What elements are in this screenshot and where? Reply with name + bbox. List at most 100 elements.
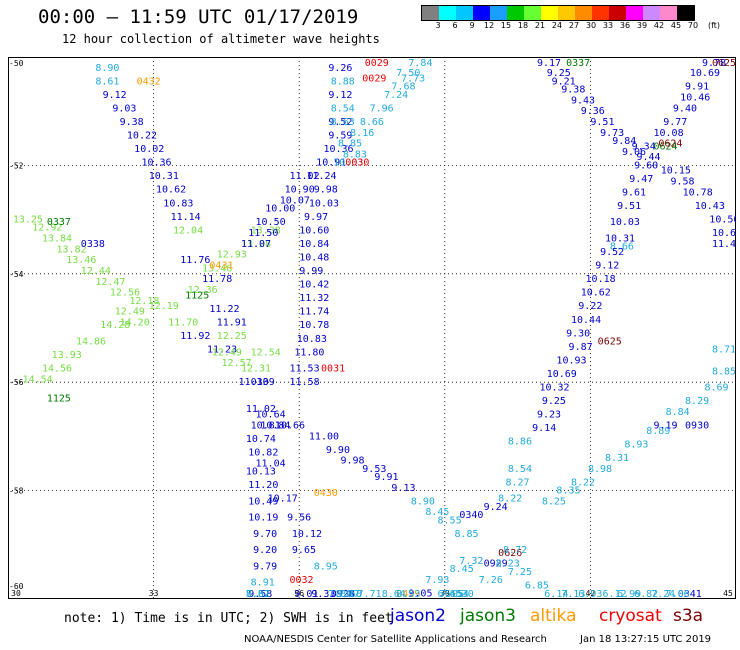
wave-height-label: 9.17 — [537, 58, 561, 69]
wave-height-label: 11.80 — [294, 347, 324, 358]
wave-height-label: 11.92 — [180, 331, 210, 342]
wave-height-label: 10.69 — [547, 369, 577, 380]
wave-height-label: 10.91 — [316, 158, 346, 169]
wave-height-label: 9.03 — [112, 103, 136, 114]
wave-height-label: 7.24 — [651, 589, 675, 599]
colorbar-label: 36 — [619, 21, 631, 30]
wave-height-label: 7.26 — [479, 575, 503, 586]
x-tick-label: 30 — [11, 589, 21, 598]
wave-height-label: 8.31 — [605, 453, 629, 464]
wave-height-label: 9.87 — [569, 342, 593, 353]
wave-height-label: 9.60 — [634, 160, 658, 171]
colorbar-label: 24 — [551, 21, 563, 30]
wave-height-label: 12.25 — [217, 331, 247, 342]
wave-height-label: 11.78 — [202, 274, 232, 285]
wave-height-label: 12.57 — [222, 358, 252, 369]
wave-height-label: 8.63 — [331, 117, 355, 128]
wave-height-label: 12.56 — [110, 288, 140, 299]
x-tick-label: 45 — [723, 589, 733, 598]
y-tick-label: -50 — [9, 59, 24, 68]
wave-height-label: 9.12 — [103, 90, 127, 101]
colorbar-label: 45 — [670, 21, 682, 30]
wave-height-label: 7.25 — [508, 567, 532, 578]
wave-height-label: 9.26 — [328, 63, 352, 74]
wave-height-label: 10.64 — [256, 410, 286, 421]
wave-height-label: 10.81 — [251, 420, 281, 431]
wave-height-label: 14.28 — [100, 320, 130, 331]
wave-height-label: 7.71 — [357, 589, 381, 599]
wave-height-label: 9.91 — [374, 472, 398, 483]
wave-height-label: 12.54 — [251, 347, 281, 358]
wave-height-label: 8.16 — [350, 128, 374, 139]
wave-height-label: 9.53 — [362, 464, 386, 475]
wave-height-label: 10.48 — [299, 252, 329, 263]
wave-height-label: 8.29 — [685, 396, 709, 407]
wave-height-label: 9.40 — [673, 103, 697, 114]
colorbar-label: 39 — [636, 21, 648, 30]
wave-height-label: 8.27 — [505, 477, 529, 488]
colorbar-label: 12 — [483, 21, 495, 30]
colorbar-swatch — [660, 6, 677, 20]
wave-height-label: 8.90 — [95, 63, 119, 74]
wave-height-label: 13.25 — [13, 215, 43, 226]
wave-height-label: 11.02 — [246, 404, 276, 415]
colorbar-labels: 3 6 9 12 15 18 21 24 27 30 33 36 39 42 45 70 (ft) — [421, 21, 740, 33]
map-title: 00:00 – 11:59 UTC 01/17/2019 — [38, 6, 359, 28]
wave-height-label: 12.19 — [149, 301, 179, 312]
wave-height-label: 9.98 — [314, 185, 338, 196]
wave-height-label: 10.13 — [246, 467, 276, 478]
colorbar-label: 6 — [452, 21, 458, 30]
wave-height-label: 8.84 — [666, 407, 690, 418]
colorbar-label: 42 — [653, 21, 665, 30]
wave-height-label: 8.90 — [411, 496, 435, 507]
wave-height-label: 8.45 — [450, 564, 474, 575]
wave-height-label: 9.20 — [253, 545, 277, 556]
x-tick-label: 42 — [586, 589, 596, 598]
wave-height-label: 11.04 — [256, 458, 286, 469]
wave-height-label: 9.58 — [670, 177, 694, 188]
wave-height-label: 10.50 — [709, 215, 736, 226]
colorbar-swatch — [558, 6, 575, 20]
wave-height-label: 13.93 — [52, 350, 82, 361]
colorbar-swatch — [541, 6, 558, 20]
legend-s3a: s3a — [673, 606, 704, 626]
wave-height-label: 10.50 — [256, 217, 286, 228]
wave-height-label: 10.78 — [299, 320, 329, 331]
wave-height-label: 7.24 — [384, 90, 408, 101]
colorbar-label: 18 — [517, 21, 529, 30]
colorbar-swatch — [524, 6, 541, 20]
wave-height-label: 9.56 — [287, 513, 311, 524]
colorbar-label: 15 — [500, 21, 512, 30]
wave-height-label: 13.46 — [66, 255, 96, 266]
wave-height-label: 14.56 — [42, 364, 72, 375]
wave-height-label: 0928 — [331, 589, 355, 599]
wave-height-label: 10.19 — [248, 513, 278, 524]
wave-height-label: 12.47 — [95, 277, 125, 288]
wave-height-label: 9.01 — [294, 589, 318, 599]
wave-height-label: 6.99 — [617, 589, 641, 599]
wave-height-label: 8.45 — [425, 507, 449, 518]
wave-height-label: 10.82 — [248, 448, 278, 459]
wave-height-label: 9.05 — [408, 588, 432, 599]
colorbar-label: 21 — [534, 21, 546, 30]
x-tick-label: 36 — [294, 589, 304, 598]
wave-height-label: 9.19 — [653, 420, 677, 431]
legend-altika: altika — [530, 606, 577, 626]
wave-height-label: 8.32 — [246, 589, 270, 599]
wave-height-label: 8.72 — [503, 545, 527, 556]
colorbar-swatch — [643, 6, 660, 20]
wave-height-label: 8.87 — [246, 589, 270, 599]
y-tick-label: -52 — [9, 161, 24, 170]
y-tick-label: -56 — [9, 378, 24, 387]
wave-height-label: 0429 — [396, 589, 420, 599]
colorbar — [421, 5, 695, 21]
wave-height-label: 11.58 — [289, 377, 319, 388]
wave-height-label: 9.79 — [253, 561, 277, 572]
wave-height-label: 9.59 — [328, 131, 352, 142]
wave-height-label: 11.50 — [248, 228, 278, 239]
wave-height-label: 6.82 — [634, 589, 658, 599]
colorbar-label: 30 — [585, 21, 597, 30]
y-tick-label: -58 — [9, 487, 24, 496]
wave-height-labels: 8.90 8.61 9.12 9.03 9.38 10.22 10.02 10.36 10.31… — [13, 58, 736, 599]
